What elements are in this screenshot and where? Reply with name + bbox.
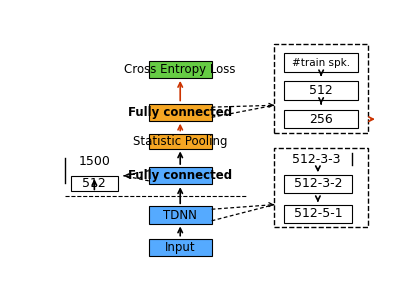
- Bar: [274, 44, 368, 133]
- Text: 512-5-1: 512-5-1: [293, 207, 342, 220]
- Bar: [149, 61, 212, 78]
- Text: Input: Input: [165, 241, 196, 254]
- Text: 512-3-2: 512-3-2: [293, 177, 342, 190]
- Text: 512: 512: [309, 84, 333, 97]
- Bar: [149, 167, 212, 184]
- Text: Fully connected: Fully connected: [128, 169, 232, 182]
- Bar: [284, 53, 358, 72]
- Bar: [284, 81, 358, 100]
- Text: Cross Entropy Loss: Cross Entropy Loss: [125, 63, 236, 76]
- Bar: [149, 103, 212, 121]
- Bar: [284, 110, 358, 128]
- Text: TDNN: TDNN: [163, 208, 197, 221]
- Bar: [284, 205, 352, 223]
- Bar: [149, 134, 212, 148]
- Bar: [71, 176, 118, 191]
- Bar: [274, 148, 368, 226]
- Text: Fully connected: Fully connected: [128, 106, 232, 119]
- Text: #train spk.: #train spk.: [292, 58, 350, 68]
- Bar: [149, 239, 212, 256]
- Bar: [149, 206, 212, 224]
- Text: 512-3-3: 512-3-3: [292, 153, 341, 166]
- Text: 1500: 1500: [79, 155, 110, 168]
- Text: 512: 512: [82, 177, 106, 190]
- Text: 256: 256: [309, 113, 333, 126]
- Bar: [284, 175, 352, 193]
- Text: Statistic Pooling: Statistic Pooling: [133, 135, 227, 148]
